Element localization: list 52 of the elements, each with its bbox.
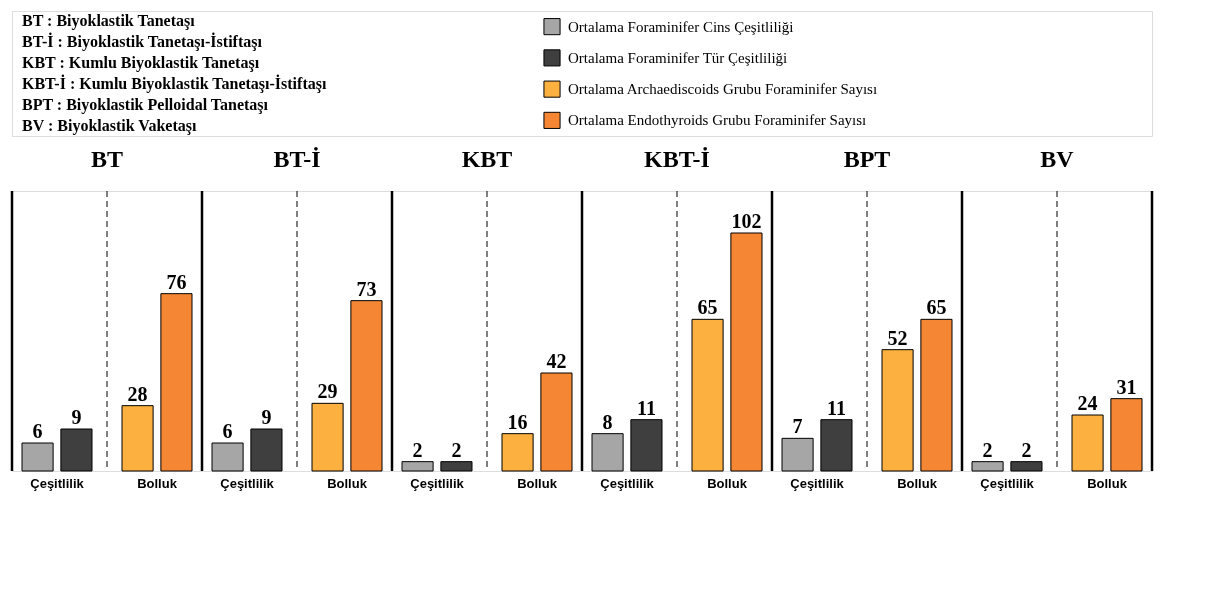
data-label: 42 xyxy=(546,350,567,372)
data-label: 29 xyxy=(317,380,338,403)
data-label: 65 xyxy=(926,296,947,319)
data-label: 2 xyxy=(412,438,423,461)
data-label: 2 xyxy=(982,438,993,461)
data-label: 9 xyxy=(71,406,82,428)
text: KBT-İ : Kumlu Biyoklastik Tanetaşı-İstiftaşı xyxy=(22,73,327,93)
x-tick-label: Çeşitlilik xyxy=(220,475,275,491)
legend-label: Ortalama Endothyroids Grubu Foraminifer Sayısı xyxy=(568,112,867,129)
chart-title: BV xyxy=(1040,145,1075,172)
data-label: 52 xyxy=(887,326,908,349)
data-label: 102 xyxy=(731,210,762,232)
legend-label: Ortalama Foraminifer Tür Çeşitliliği xyxy=(568,49,788,66)
text: BT : Biyoklastik Tanetaşı xyxy=(22,12,196,31)
chart-title: BPT xyxy=(843,145,891,172)
data-label: 2 xyxy=(1021,438,1032,461)
text: BT-İ : Biyoklastik Tanetaşı-İstiftaşı xyxy=(22,32,263,52)
data-label: 6 xyxy=(222,420,233,442)
data-label: 9 xyxy=(261,406,272,428)
data-label: 11 xyxy=(636,396,656,419)
x-tick-label: Bolluk xyxy=(327,475,368,491)
x-tick-label: Çeşitlilik xyxy=(790,475,845,491)
data-label: 65 xyxy=(697,296,718,319)
data-label: 6 xyxy=(32,420,43,442)
legend-label: Ortalama Foraminifer Cins Çeşitliliği xyxy=(568,18,794,35)
data-label: 16 xyxy=(507,410,528,433)
text: BPT : Biyoklastik Pelloidal Tanetaşı xyxy=(22,95,269,114)
chart-title: BT xyxy=(90,145,124,172)
chart-title: BT-İ xyxy=(273,145,321,172)
x-tick-label: Çeşitlilik xyxy=(980,475,1035,491)
text: BV : Biyoklastik Vaketaşı xyxy=(22,116,197,135)
x-tick-label: Bolluk xyxy=(137,475,178,491)
x-tick-label: Bolluk xyxy=(1087,475,1128,491)
text: KBT : Kumlu Biyoklastik Tanetaşı xyxy=(22,54,260,73)
data-label: 8 xyxy=(602,410,613,433)
x-tick-label: Bolluk xyxy=(517,475,558,491)
x-tick-label: Bolluk xyxy=(707,475,748,491)
data-label: 76 xyxy=(166,270,187,293)
x-tick-label: Çeşitlilik xyxy=(410,475,465,491)
data-label: 24 xyxy=(1077,392,1098,414)
x-tick-label: Çeşitlilik xyxy=(30,475,85,491)
chart-title: KBT xyxy=(461,145,513,172)
data-label: 2 xyxy=(451,438,462,461)
data-label: 7 xyxy=(792,415,803,438)
x-tick-label: Bolluk xyxy=(897,475,938,491)
data-label: 11 xyxy=(826,396,846,419)
x-tick-label: Çeşitlilik xyxy=(600,475,655,491)
data-label: 73 xyxy=(356,277,377,300)
data-label: 28 xyxy=(127,382,148,405)
legend-label: Ortalama Archaediscoids Grubu Foraminifer Sayısı xyxy=(568,81,878,98)
chart-title: KBT-İ xyxy=(644,145,710,172)
data-label: 31 xyxy=(1116,375,1137,398)
